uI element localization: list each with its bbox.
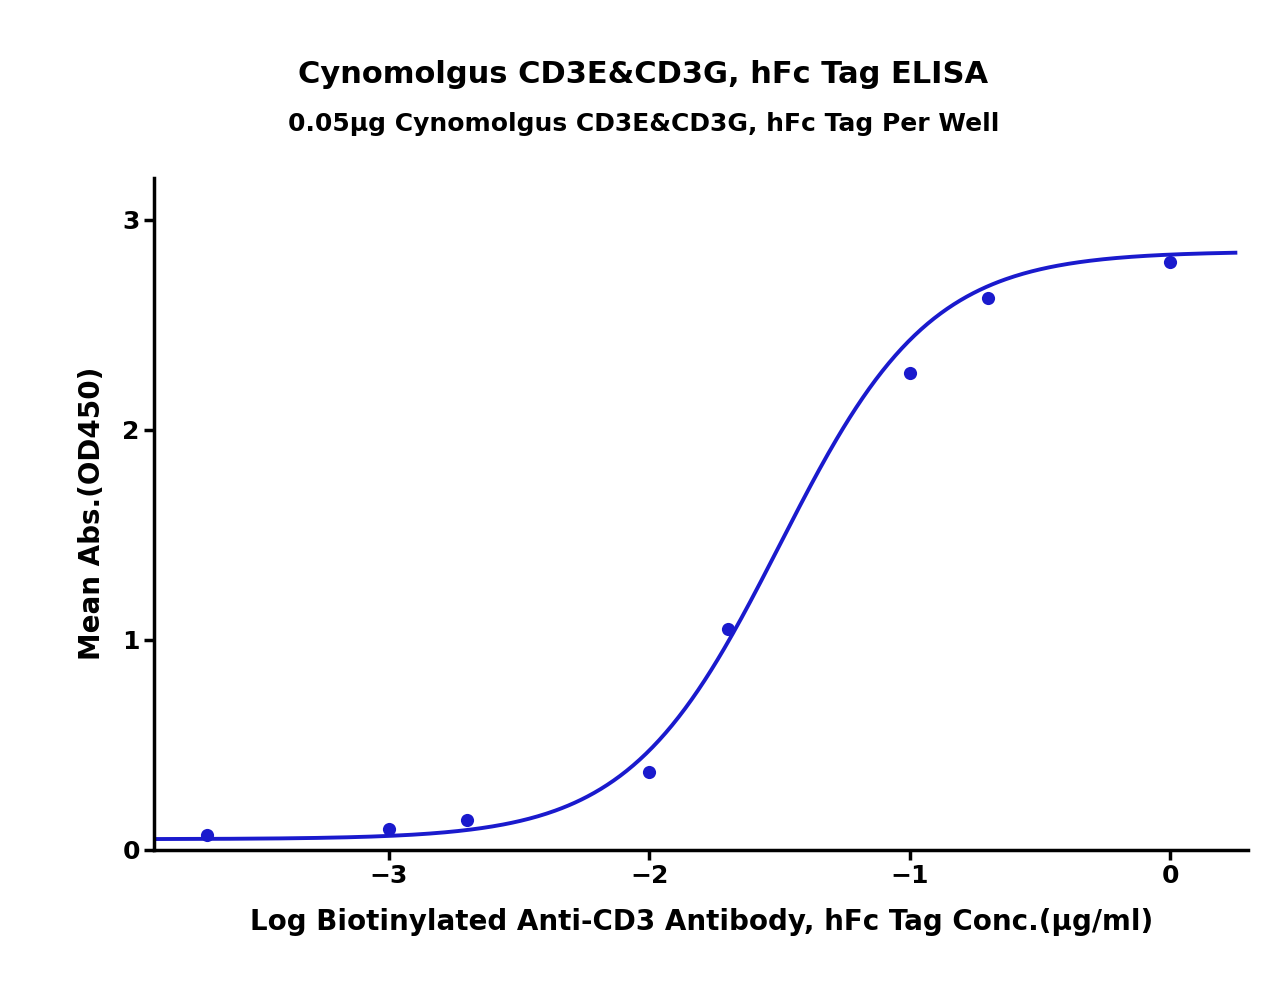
Point [1160, 254, 1180, 270]
Point [457, 812, 477, 828]
Point [197, 827, 218, 843]
Point [640, 764, 660, 780]
Point [900, 366, 920, 381]
Text: Cynomolgus CD3E&CD3G, hFc Tag ELISA: Cynomolgus CD3E&CD3G, hFc Tag ELISA [299, 59, 988, 89]
Point [978, 289, 999, 305]
Point [378, 821, 399, 837]
Y-axis label: Mean Abs.(OD450): Mean Abs.(OD450) [77, 368, 106, 660]
Text: 0.05μg Cynomolgus CD3E&CD3G, hFc Tag Per Well: 0.05μg Cynomolgus CD3E&CD3G, hFc Tag Per… [288, 112, 999, 135]
X-axis label: Log Biotinylated Anti-CD3 Antibody, hFc Tag Conc.(μg/ml): Log Biotinylated Anti-CD3 Antibody, hFc … [250, 908, 1153, 936]
Point [717, 621, 737, 637]
